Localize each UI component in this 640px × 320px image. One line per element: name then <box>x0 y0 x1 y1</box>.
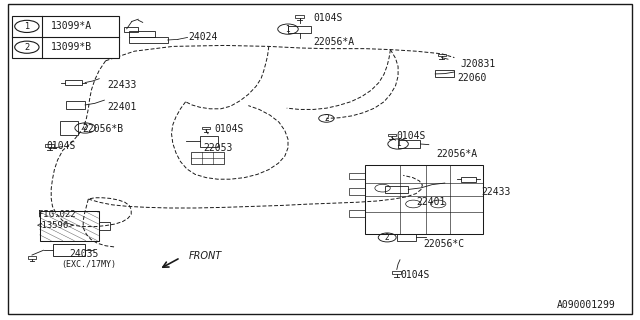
Bar <box>129 37 168 43</box>
Bar <box>12 16 119 58</box>
Text: 22056*B: 22056*B <box>82 124 123 134</box>
Bar <box>438 53 445 56</box>
Text: 22056*C: 22056*C <box>424 239 465 249</box>
Bar <box>191 152 224 164</box>
Text: 22056*A: 22056*A <box>314 36 355 47</box>
Text: 1: 1 <box>396 140 401 148</box>
Bar <box>202 126 210 129</box>
Bar <box>296 15 303 18</box>
Text: 0104S: 0104S <box>214 124 244 134</box>
Text: 0104S: 0104S <box>401 270 430 280</box>
Bar <box>99 221 110 230</box>
Text: 2: 2 <box>324 114 329 123</box>
Bar <box>461 177 476 182</box>
Text: A090001299: A090001299 <box>557 300 616 310</box>
Text: FRONT: FRONT <box>189 251 222 261</box>
Bar <box>288 26 311 33</box>
Text: FIG.022: FIG.022 <box>38 210 76 219</box>
Bar <box>397 234 416 241</box>
Text: 22060: 22060 <box>458 73 487 84</box>
Bar <box>388 134 396 136</box>
Text: 13099*B: 13099*B <box>51 42 92 52</box>
Bar <box>124 27 138 32</box>
Text: J20831: J20831 <box>461 59 496 69</box>
Bar <box>398 140 420 148</box>
Text: 0104S: 0104S <box>46 140 76 151</box>
Bar <box>435 70 454 77</box>
Text: 0104S: 0104S <box>397 131 426 141</box>
Bar <box>349 211 365 217</box>
Text: 13099*A: 13099*A <box>51 21 92 31</box>
Bar <box>385 186 408 193</box>
Bar <box>65 80 82 85</box>
Bar <box>66 101 85 109</box>
Bar <box>129 31 155 37</box>
Text: 0104S: 0104S <box>314 12 343 23</box>
Bar <box>60 121 78 135</box>
Text: 22401: 22401 <box>108 102 137 112</box>
Text: 22433: 22433 <box>481 187 511 197</box>
Bar <box>365 165 483 234</box>
Bar <box>53 244 85 256</box>
Bar <box>392 271 401 274</box>
Text: <13596>: <13596> <box>37 221 75 230</box>
Text: (EXC./17MY): (EXC./17MY) <box>61 260 116 268</box>
Bar <box>28 256 36 259</box>
Text: 1: 1 <box>24 22 29 31</box>
Bar <box>349 188 365 195</box>
Text: 22401: 22401 <box>416 197 445 207</box>
Text: 2: 2 <box>24 43 29 52</box>
Text: 1: 1 <box>285 25 291 34</box>
Text: 22056*A: 22056*A <box>436 148 477 159</box>
Bar <box>349 172 365 179</box>
Text: 2: 2 <box>83 124 88 132</box>
Text: 22053: 22053 <box>204 143 233 153</box>
Text: 24035: 24035 <box>69 249 99 260</box>
Text: 2: 2 <box>385 233 390 242</box>
Bar <box>45 144 54 147</box>
Bar <box>40 211 99 241</box>
Bar <box>200 136 218 147</box>
Text: 22433: 22433 <box>108 80 137 90</box>
Text: 24024: 24024 <box>189 32 218 42</box>
